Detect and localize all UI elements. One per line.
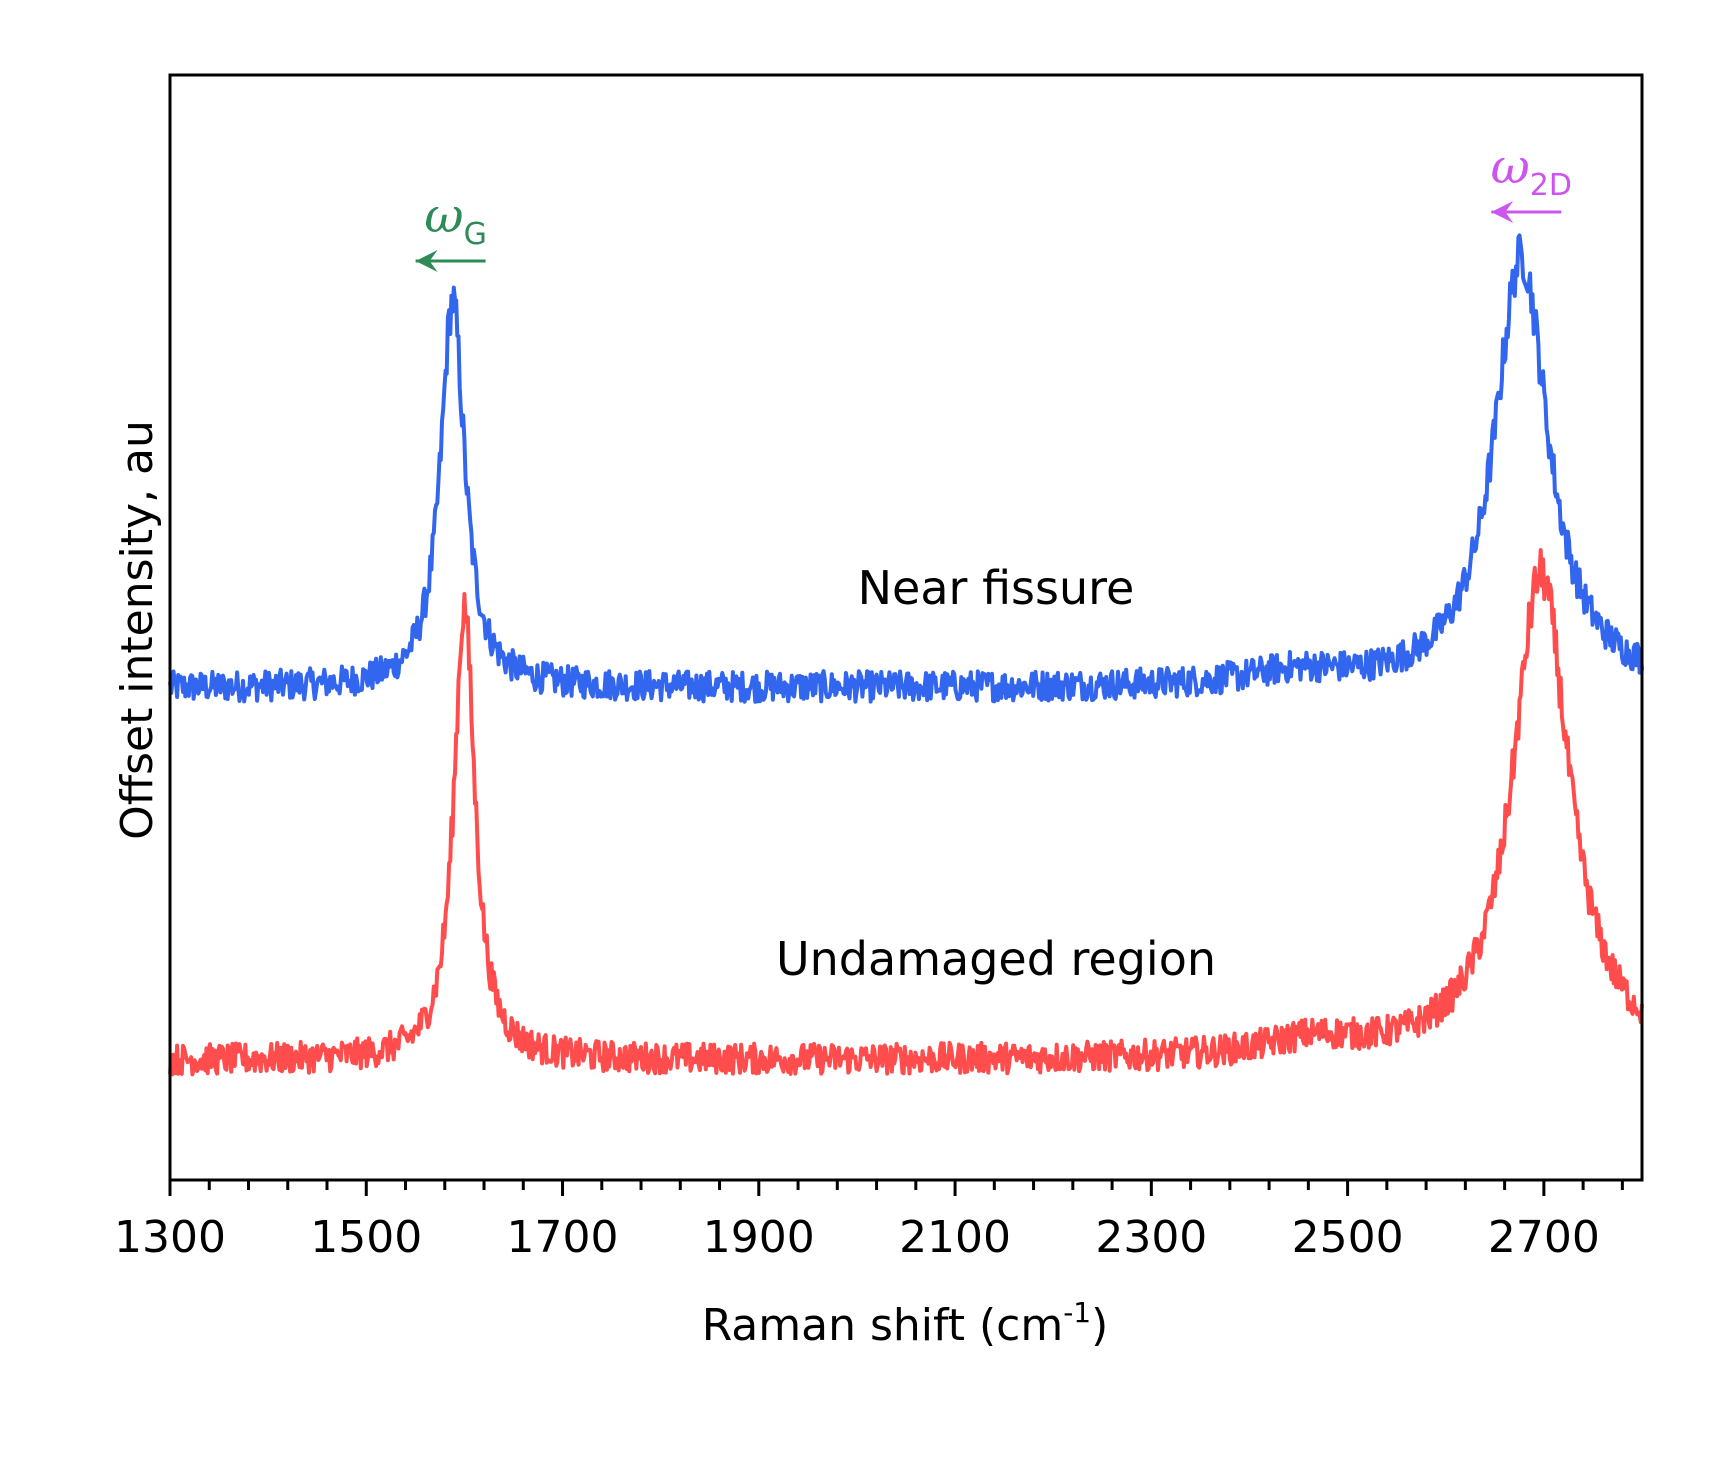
x-tick-label: 1900 bbox=[703, 1212, 815, 1263]
omega-g-label: ωG bbox=[424, 188, 486, 252]
x-axis-ticks: 1300 1500 1700 1900 2100 2300 2500 2700 bbox=[114, 1180, 1624, 1263]
x-tick-label: 2700 bbox=[1488, 1212, 1600, 1263]
plot-frame bbox=[168, 73, 1644, 1182]
x-tick-label: 1300 bbox=[114, 1212, 226, 1263]
x-tick-label: 1700 bbox=[507, 1212, 619, 1263]
x-tick-label: 2500 bbox=[1292, 1212, 1404, 1263]
series-layer bbox=[168, 233, 1644, 1077]
x-tick-label: 1500 bbox=[310, 1212, 422, 1263]
omega-2d-annotation: ω2D bbox=[1491, 139, 1572, 223]
x-axis-label: Raman shift (cm-1) bbox=[702, 1296, 1109, 1351]
series-label-near-fissure: Near fissure bbox=[858, 561, 1135, 615]
omega-g-annotation: ωG bbox=[415, 188, 487, 272]
series-line-near-fissure bbox=[168, 233, 1644, 704]
series-line-undamaged-region bbox=[168, 548, 1644, 1077]
x-tick-label: 2100 bbox=[899, 1212, 1011, 1263]
omega-g-arrow-head bbox=[415, 250, 438, 272]
series-label-undamaged-region: Undamaged region bbox=[776, 932, 1216, 986]
omega-2d-arrow-head bbox=[1491, 201, 1514, 223]
omega-2d-label: ω2D bbox=[1491, 139, 1572, 203]
annotation-layer: ωG ω2D bbox=[415, 139, 1572, 272]
y-axis-label: Offset intensity, au bbox=[112, 420, 163, 840]
x-tick-label: 2300 bbox=[1095, 1212, 1207, 1263]
